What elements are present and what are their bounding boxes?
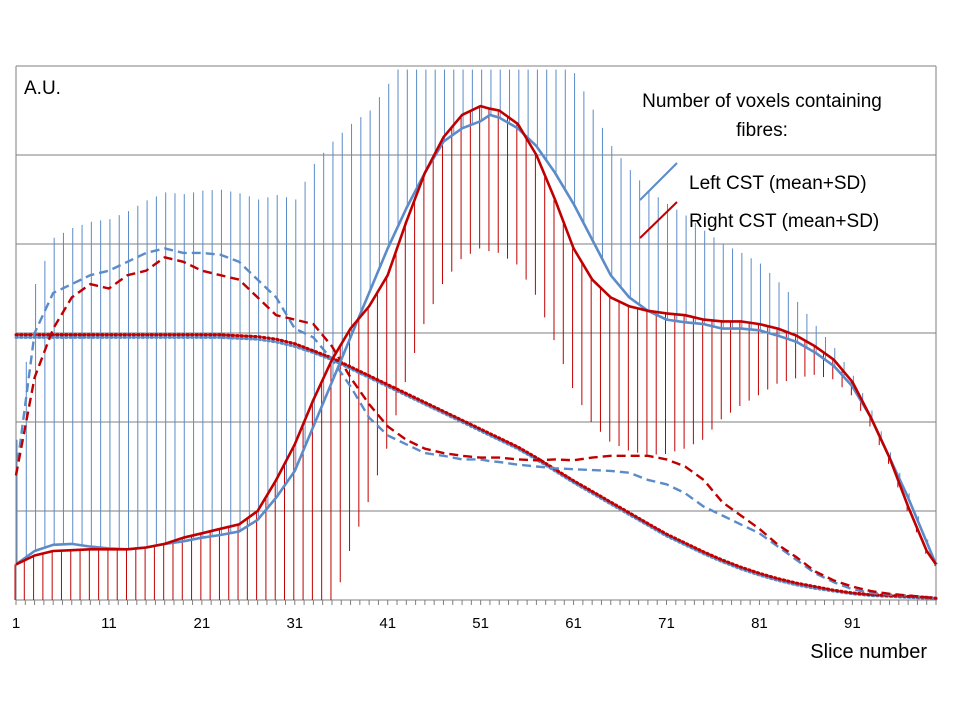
series-line-right-cst-trend [14, 333, 938, 600]
legend-swatch-right [639, 201, 678, 239]
legend-entry-left: Left CST (mean+SD) [689, 173, 867, 194]
x-tick-label: 21 [194, 615, 211, 632]
gridlines [16, 154, 936, 512]
error-bars [14, 69, 938, 600]
y-axis-label: A.U. [24, 78, 61, 99]
x-tick-label: 31 [286, 615, 303, 632]
x-tick-label: 61 [565, 615, 582, 632]
x-axis-ticks: 1 11 21 31 41 51 61 71 81 91 [12, 600, 937, 632]
x-tick-label: 41 [379, 615, 396, 632]
x-tick-label: 81 [751, 615, 768, 632]
series-line-right-cst-mean [15, 104, 938, 566]
series-line-left-cst-mean [15, 113, 938, 566]
series-line-left-cst-sd [14, 247, 937, 600]
series-line-right-cst-sd [14, 256, 937, 600]
x-tick-label: 11 [101, 615, 117, 632]
legend-title-line-1: Number of voxels containing [642, 91, 882, 112]
x-axis-label: Slice number [810, 641, 927, 663]
plot-frame [15, 65, 937, 601]
legend-title-line-2: fibres: [736, 120, 788, 141]
legend-swatch-left [639, 162, 678, 201]
legend: Number of voxels containing fibres: Left… [639, 91, 882, 239]
series-line-left-cst-trend [14, 335, 938, 601]
x-tick-label: 91 [844, 615, 861, 632]
x-tick-label: 71 [658, 615, 675, 632]
x-tick-label: 51 [472, 615, 489, 632]
legend-entry-right: Right CST (mean+SD) [689, 211, 879, 232]
x-tick-label: 1 [12, 615, 20, 632]
series-lines [14, 104, 938, 601]
